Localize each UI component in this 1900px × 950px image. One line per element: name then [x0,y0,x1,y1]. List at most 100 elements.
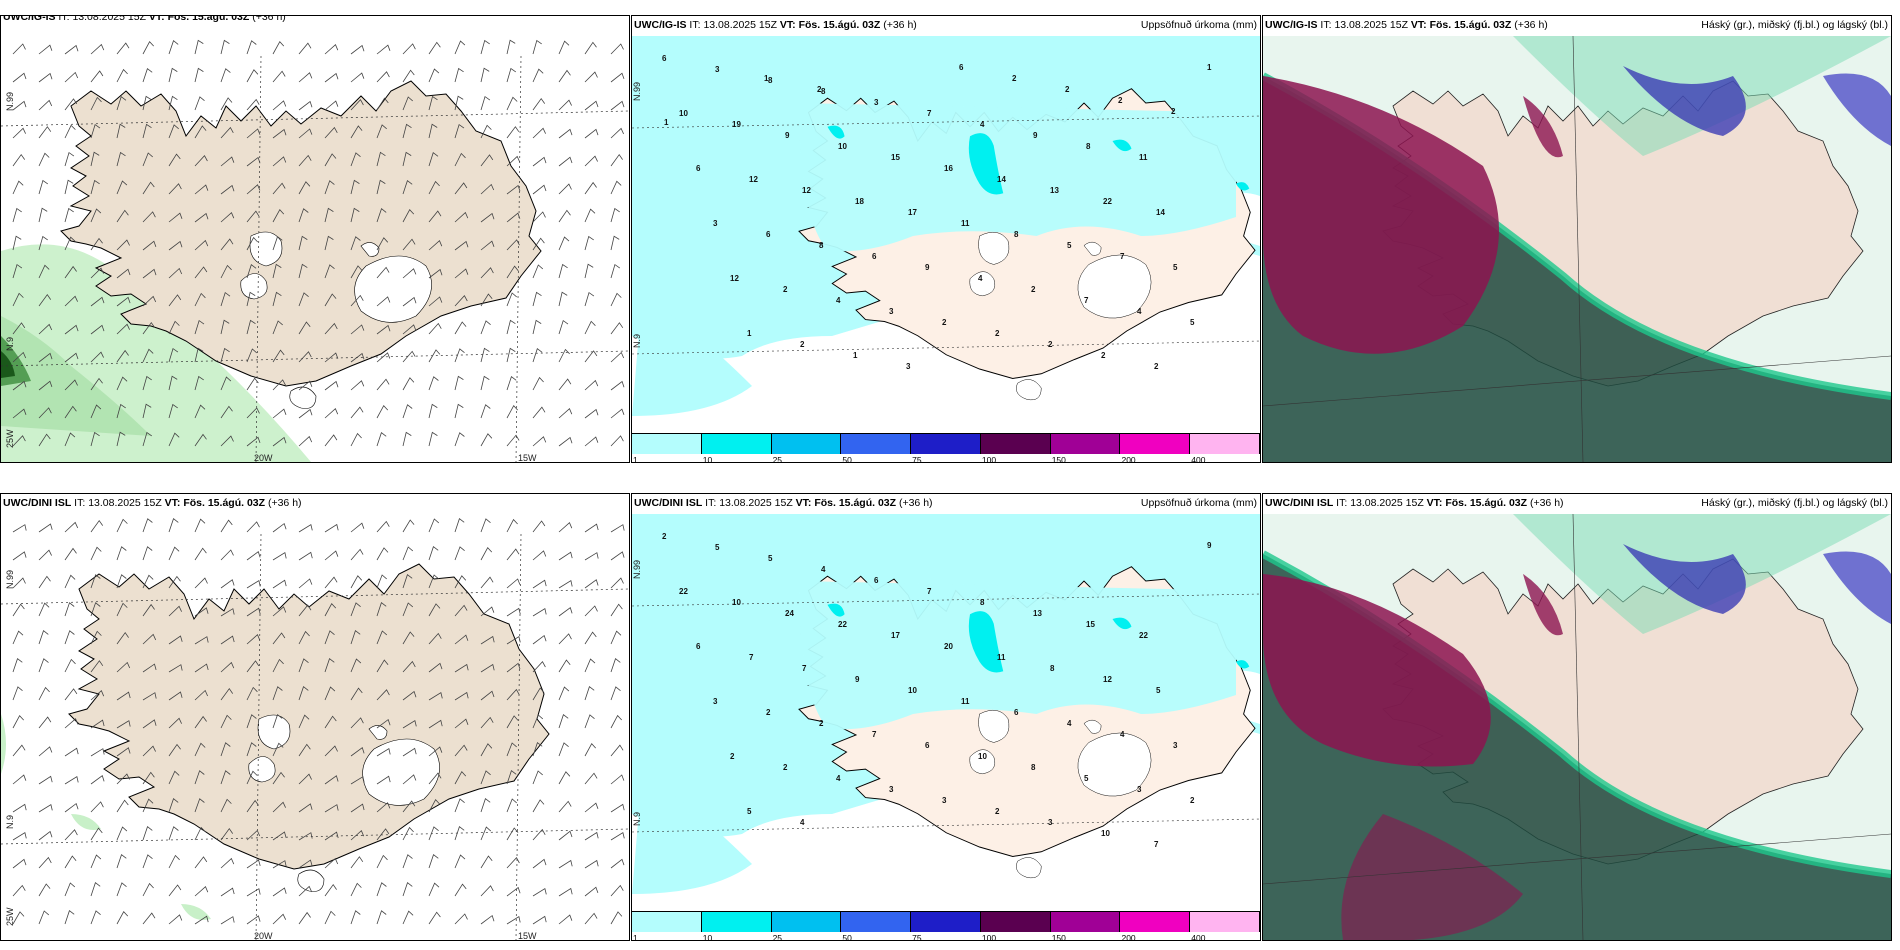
precip-value: 3 [906,362,911,371]
precip-value: 6 [959,63,964,72]
precip-value: 10 [838,142,847,151]
precip-value: 1 [764,74,769,83]
legend-label: 50 [842,933,852,941]
lon-label: 25W [5,907,15,926]
precip-value: 11 [961,219,970,228]
precip-value: 4 [836,774,841,783]
precip-value: 11 [997,653,1006,662]
precip-value: 2 [1154,362,1159,371]
precip-value: 4 [1120,730,1125,739]
wind-panel-dini: UWC/DINI ISL IT: 13.08.2025 15Z VT: Fös.… [0,493,630,941]
legend-label: 50 [842,455,852,463]
precip-value: 10 [732,598,741,607]
legend-label: 200 [1121,455,1136,463]
precip-value: 2 [1190,796,1195,805]
legend-swatch: 75 [911,434,981,462]
precip-map: 2 5 5 4 6 7 8 13 15 22 22 10 24 22 17 20 11 8 12 5 6 7 7 9 10 11 6… [632,514,1260,940]
precip-legend: 1 10 25 50 75 100 150 200 400 [632,911,1260,940]
precip-value: 12 [749,175,758,184]
precip-value: 9 [1033,131,1038,140]
precip-value: 1 [747,329,752,338]
precip-value: 2 [819,719,824,728]
precip-value: 6 [874,576,879,585]
legend-label: 150 [1051,455,1066,463]
legend-label: 400 [1191,933,1206,941]
precip-panel-ig: UWC/IG-IS IT: 13.08.2025 15Z VT: Fös. 15… [631,15,1261,463]
precip-value: 2 [1065,85,1070,94]
precip-value: 14 [1156,208,1165,217]
precip-value: 8 [1050,664,1055,673]
wind-map [1,36,629,462]
legend-swatch: 1 [632,434,702,462]
precip-value: 2 [1101,351,1106,360]
legend-label: 75 [912,455,922,463]
precip-value: 3 [713,219,718,228]
panel-title: Háský (gr.), miðský (fj.bl.) og lágský (… [1701,497,1888,509]
precip-value: 3 [874,98,879,107]
precip-value: 10 [679,109,688,118]
lon-label: 20W [254,453,273,463]
lat-label: N.9 [632,811,642,826]
precip-value: 2 [783,285,788,294]
precip-value: 22 [838,620,847,629]
wind-map-svg [1,518,629,940]
panel-title: Háský (gr.), miðský (fj.bl.) og lágský (… [1701,19,1888,31]
precip-value: 8 [1031,763,1036,772]
precip-value: 7 [1154,840,1159,849]
lat-label: N.99 [5,91,15,111]
precip-value: 3 [1173,741,1178,750]
legend-label: 1 [633,455,638,463]
precip-value: 12 [730,274,739,283]
legend-swatch: 25 [771,912,842,940]
precip-value: 8 [819,241,824,250]
precip-value: 1 [853,351,858,360]
precip-value: 4 [800,818,805,827]
legend-swatch: 50 [841,912,912,940]
precip-value: 3 [713,697,718,706]
precip-value: 6 [1014,708,1019,717]
precip-value: 7 [1084,296,1089,305]
precip-value: 20 [944,642,953,651]
precip-value: 22 [1103,197,1112,206]
precip-legend: 1 10 25 50 75 100 150 200 400 [632,433,1260,462]
precip-panel-dini: UWC/DINI ISL IT: 13.08.2025 15Z VT: Fös.… [631,493,1261,941]
precip-value: 7 [927,109,932,118]
precip-value: 10 [908,686,917,695]
precip-value: 4 [978,274,983,283]
precip-value: 3 [715,65,720,74]
legend-swatch: 400 [1190,912,1260,940]
precip-value: 7 [802,664,807,673]
wind-panel-ig: UWC/IG-IS IT: 13.08.2025 15Z VT: Fös. 15… [0,15,630,463]
precip-value: 4 [1137,307,1142,316]
legend-swatch: 200 [1120,434,1191,462]
precip-value: 10 [1101,829,1110,838]
precip-value: 8 [768,76,773,85]
precip-value: 7 [1120,252,1125,261]
cloud-panel-ig: UWC/IG-IS IT: 13.08.2025 15Z VT: Fös. 15… [1262,15,1892,463]
precip-value: 4 [1067,719,1072,728]
precip-value: 13 [1050,186,1059,195]
precip-value: 5 [1084,774,1089,783]
precip-value: 2 [730,752,735,761]
precip-value: 17 [908,208,917,217]
precip-map: 6 3 8 8 3 7 4 9 8 11 10 19 9 10 15 16 14 13 22 14 6 12 12 18 17 1… [632,36,1260,462]
panel-title: Uppsöfnuð úrkoma (mm) [1140,19,1257,31]
precip-value: 8 [1086,142,1091,151]
precip-value: 7 [749,653,754,662]
lat-label: N.99 [632,559,642,579]
precip-value: 5 [768,554,773,563]
legend-label: 10 [702,933,713,941]
cloud-panel-dini: UWC/DINI ISL IT: 13.08.2025 15Z VT: Fös.… [1262,493,1892,941]
cloud-map [1263,514,1891,940]
precip-value: 1 [664,118,669,127]
precip-value: 2 [1048,340,1053,349]
precip-value: 9 [855,675,860,684]
panel-header: UWC/DINI ISL IT: 13.08.2025 15Z VT: Fös.… [634,497,933,509]
lat-label: N.9 [5,336,15,351]
precip-value: 2 [766,708,771,717]
precip-value: 22 [679,587,688,596]
panel-header: UWC/DINI ISL IT: 13.08.2025 15Z VT: Fös.… [3,497,302,509]
precip-value: 6 [766,230,771,239]
cloud-map-svg [1263,514,1891,940]
precip-value: 9 [925,263,930,272]
